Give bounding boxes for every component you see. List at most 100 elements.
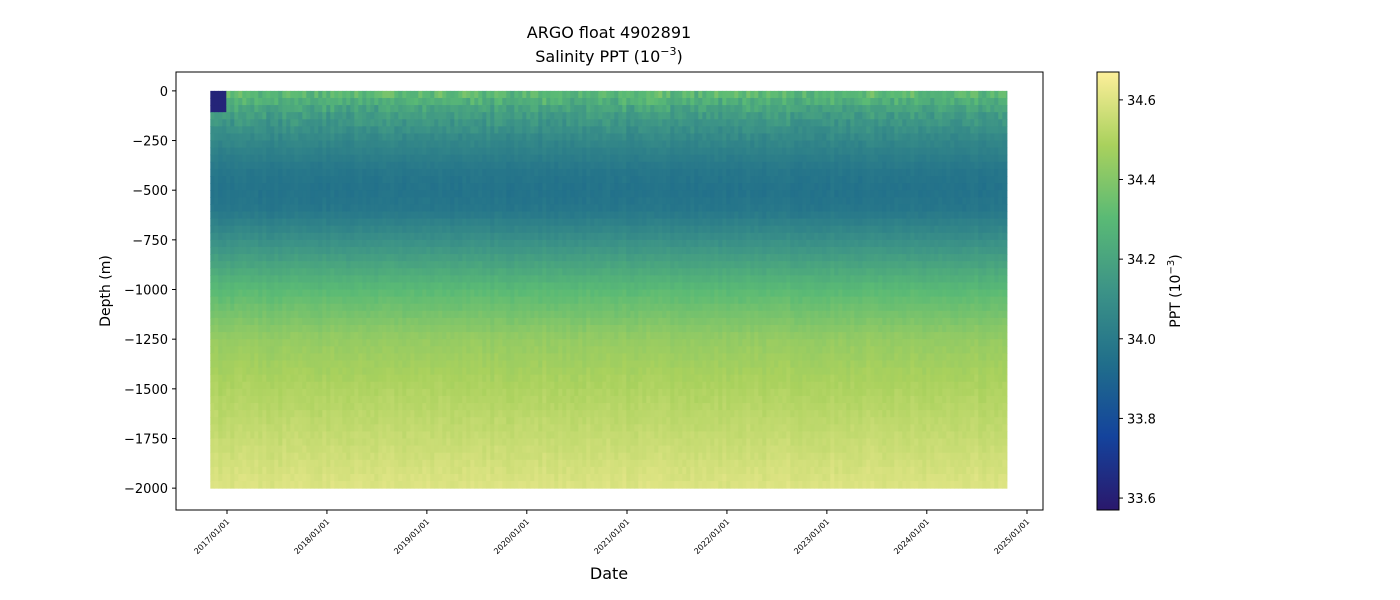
heatmap-cell <box>338 346 343 354</box>
heatmap-cell <box>362 395 367 404</box>
heatmap-cell <box>478 154 483 163</box>
heatmap-cell <box>530 473 535 482</box>
heatmap-cell <box>214 168 219 177</box>
heatmap-cell <box>266 261 271 269</box>
heatmap-cell <box>390 410 395 418</box>
heatmap-cell <box>274 381 279 390</box>
heatmap-column <box>322 90 327 489</box>
heatmap-cell <box>470 218 475 227</box>
heatmap-cell <box>534 417 539 425</box>
heatmap-cell <box>322 239 327 248</box>
heatmap-cell <box>438 353 443 361</box>
heatmap-cell <box>290 473 295 482</box>
heatmap-cell <box>454 90 459 99</box>
heatmap-cell <box>498 339 503 347</box>
heatmap-cell <box>230 339 235 347</box>
heatmap-cell <box>374 168 379 177</box>
heatmap-cell <box>462 339 467 347</box>
heatmap-cell <box>302 360 307 369</box>
heatmap-cell <box>322 395 327 404</box>
heatmap-cell <box>374 119 379 127</box>
heatmap-cell <box>442 459 447 468</box>
heatmap-cell <box>246 445 251 454</box>
heatmap-cell <box>234 332 239 340</box>
heatmap-cell <box>446 481 451 489</box>
heatmap-cell <box>394 473 399 482</box>
heatmap-column <box>214 90 219 489</box>
heatmap-cell <box>386 417 391 425</box>
heatmap-cell <box>534 197 539 205</box>
heatmap-cell <box>306 360 311 369</box>
heatmap-cell <box>378 268 383 276</box>
heatmap-cell <box>234 424 239 432</box>
heatmap-cell <box>342 388 347 397</box>
heatmap-cell <box>230 225 235 234</box>
heatmap-cell <box>398 424 403 432</box>
heatmap-cell <box>490 275 495 283</box>
heatmap-cell <box>290 183 295 191</box>
heatmap-cell <box>334 374 339 383</box>
heatmap-cell <box>558 289 563 298</box>
heatmap-cell <box>454 232 459 241</box>
heatmap-cell <box>466 211 471 220</box>
heatmap-cell <box>238 339 243 347</box>
heatmap-cell <box>350 481 355 489</box>
heatmap-cell <box>438 126 443 134</box>
heatmap-cell <box>450 374 455 383</box>
heatmap-cell <box>530 176 535 184</box>
heatmap-column <box>230 90 235 489</box>
heatmap-cell <box>306 289 311 298</box>
heatmap-cell <box>222 459 227 468</box>
heatmap-cell <box>210 395 215 404</box>
heatmap-cell <box>234 417 239 425</box>
heatmap-cell <box>262 381 267 390</box>
heatmap-cell <box>258 452 263 461</box>
heatmap-cell <box>410 381 415 390</box>
heatmap-cell <box>310 310 315 319</box>
heatmap-cell <box>350 112 355 120</box>
heatmap-cell <box>314 417 319 425</box>
heatmap-cell <box>266 424 271 432</box>
heatmap-cell <box>374 232 379 241</box>
heatmap-cell <box>462 452 467 461</box>
heatmap-cell <box>214 481 219 489</box>
heatmap-cell <box>546 176 551 184</box>
heatmap-cell <box>286 168 291 177</box>
heatmap-cell <box>454 466 459 475</box>
heatmap-cell <box>406 346 411 354</box>
heatmap-cell <box>426 275 431 283</box>
heatmap-cell <box>538 410 543 418</box>
heatmap-cell <box>326 119 331 127</box>
heatmap-cell <box>242 395 247 404</box>
heatmap-cell <box>218 438 223 447</box>
heatmap-cell <box>378 481 383 489</box>
heatmap-cell <box>366 466 371 475</box>
heatmap-cell <box>218 332 223 340</box>
heatmap-cell <box>502 324 507 333</box>
heatmap-cell <box>298 97 303 106</box>
heatmap-cell <box>354 317 359 326</box>
heatmap-cell <box>334 459 339 468</box>
heatmap-cell <box>218 459 223 468</box>
heatmap-cell <box>534 126 539 134</box>
heatmap-cell <box>458 190 463 198</box>
heatmap-cell <box>322 218 327 227</box>
heatmap-cell <box>314 317 319 326</box>
heatmap-cell <box>218 367 223 376</box>
heatmap-cell <box>350 353 355 361</box>
heatmap-cell <box>266 381 271 390</box>
heatmap-cell <box>262 459 267 468</box>
heatmap-cell <box>346 275 351 283</box>
heatmap-cell <box>554 168 559 177</box>
heatmap-cell <box>338 289 343 298</box>
heatmap-cell <box>242 112 247 120</box>
heatmap-cell <box>274 445 279 454</box>
heatmap-cell <box>394 388 399 397</box>
heatmap-cell <box>278 445 283 454</box>
heatmap-cell <box>542 225 547 234</box>
heatmap-cell <box>258 403 263 411</box>
heatmap-cell <box>270 232 275 241</box>
heatmap-cell <box>470 332 475 340</box>
heatmap-cell <box>350 154 355 163</box>
heatmap-cell <box>550 147 555 156</box>
